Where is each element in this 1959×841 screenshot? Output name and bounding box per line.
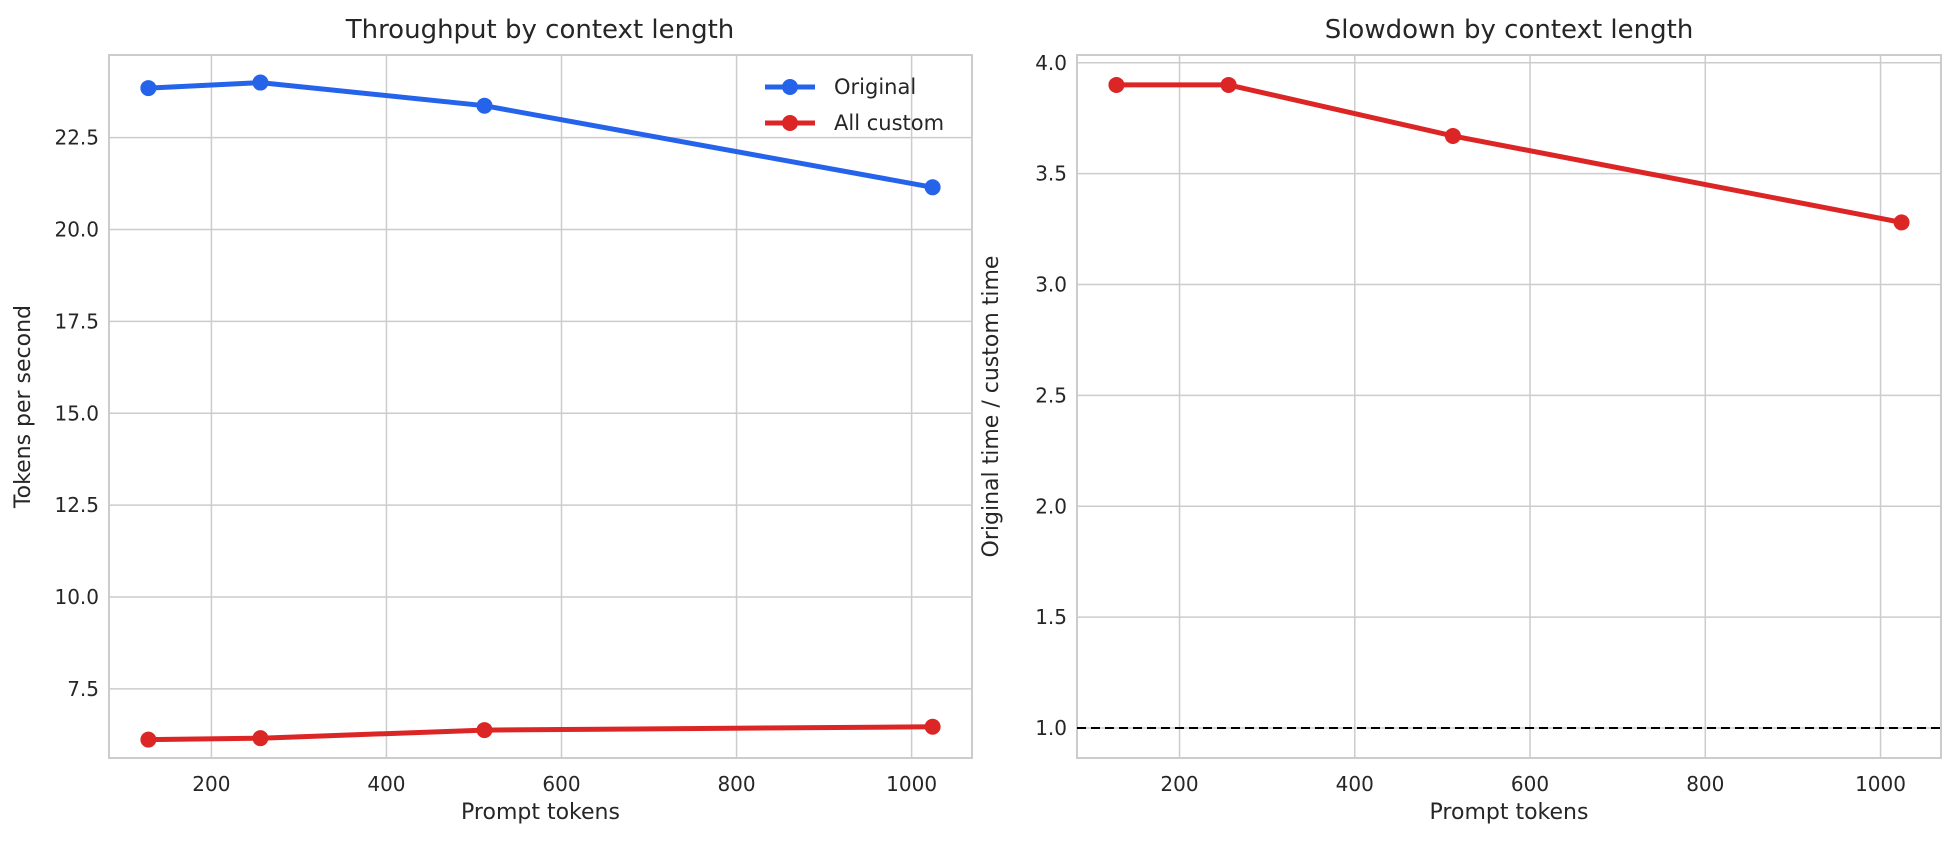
y-axis-label: Tokens per second — [11, 305, 36, 509]
y-tick-label: 1.5 — [1035, 605, 1067, 629]
chart-panel-1: 200 400 600 800 1000 7.5 10.0 12.5 15.0 17.5 20.0 2… — [11, 15, 973, 825]
y-tick-label: 20.0 — [54, 218, 99, 242]
legend-marker — [782, 79, 798, 95]
y-tick-labels: 7.5 10.0 12.5 15.0 17.5 20.0 22.5 — [54, 126, 99, 701]
data-point — [140, 731, 157, 748]
data-point — [140, 80, 157, 97]
y-tick-labels: 1.0 1.5 2.0 2.5 3.0 3.5 4.0 — [1035, 51, 1067, 740]
chart-panel-2: 200 400 600 800 1000 1.0 1.5 2.0 2.5 3.0 3.5 4.0 Slo… — [979, 15, 1942, 825]
data-point — [1220, 76, 1237, 93]
data-point — [1108, 76, 1125, 93]
y-tick-label: 4.0 — [1035, 51, 1067, 75]
x-tick-label: 1000 — [886, 772, 937, 796]
y-tick-label: 22.5 — [54, 126, 99, 150]
x-tick-label: 800 — [717, 772, 755, 796]
data-point — [252, 74, 269, 91]
x-tick-label: 200 — [192, 772, 230, 796]
gridlines — [1077, 55, 1941, 758]
x-tick-label: 1000 — [1855, 772, 1906, 796]
gridlines — [109, 55, 972, 758]
y-tick-label: 12.5 — [54, 493, 99, 517]
x-tick-label: 400 — [367, 772, 405, 796]
y-tick-label: 15.0 — [54, 401, 99, 425]
legend: Original All custom — [765, 75, 944, 135]
y-tick-label: 1.0 — [1035, 716, 1067, 740]
x-tick-label: 800 — [1686, 772, 1724, 796]
series-2 — [140, 718, 941, 748]
x-tick-labels: 200 400 600 800 1000 — [192, 772, 937, 796]
series-1 — [140, 74, 941, 196]
plot-frame — [108, 54, 973, 759]
data-point — [476, 97, 493, 114]
legend-marker — [782, 115, 798, 131]
data-point — [1893, 214, 1910, 231]
chart-title: Throughput by context length — [345, 15, 735, 45]
chart-title: Slowdown by context length — [1325, 15, 1694, 45]
x-axis-label: Prompt tokens — [461, 800, 620, 825]
x-tick-labels: 200 400 600 800 1000 — [1160, 772, 1906, 796]
series-1 — [1108, 76, 1910, 231]
y-tick-label: 10.0 — [54, 585, 99, 609]
y-tick-label: 2.5 — [1035, 383, 1067, 407]
data-point — [924, 179, 941, 196]
legend-label: Original — [834, 75, 916, 99]
series-line — [145, 80, 936, 190]
series-line — [1113, 82, 1905, 225]
y-tick-label: 3.5 — [1035, 162, 1067, 186]
x-tick-label: 400 — [1336, 772, 1374, 796]
data-point — [1444, 127, 1461, 144]
y-tick-label: 3.0 — [1035, 273, 1067, 297]
x-tick-label: 600 — [542, 772, 580, 796]
x-axis-label: Prompt tokens — [1430, 800, 1589, 825]
legend-label: All custom — [834, 111, 944, 135]
y-tick-label: 17.5 — [54, 309, 99, 333]
series-line — [145, 724, 936, 743]
x-tick-label: 200 — [1160, 772, 1198, 796]
y-tick-label: 7.5 — [67, 677, 99, 701]
data-point — [252, 730, 269, 747]
x-tick-label: 600 — [1511, 772, 1549, 796]
y-axis-label: Original time / custom time — [979, 256, 1004, 558]
y-tick-label: 2.0 — [1035, 494, 1067, 518]
plot-frame — [1076, 54, 1942, 759]
data-point — [476, 722, 493, 739]
data-point — [924, 718, 941, 735]
